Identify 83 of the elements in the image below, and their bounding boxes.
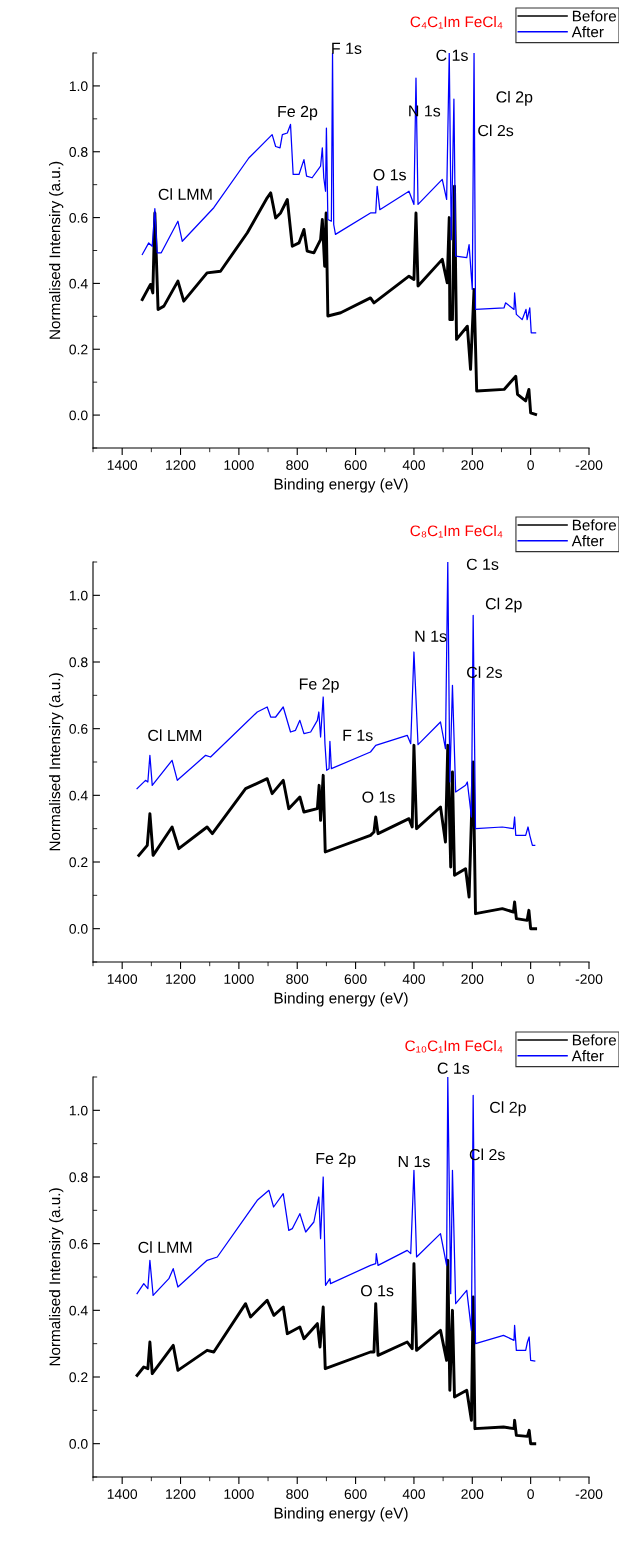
x-tick-label: 1200	[166, 1489, 196, 1500]
x-tick-label: 1400	[107, 1489, 138, 1500]
y-axis-title: Normalised Intensiry (a.u.)	[49, 673, 64, 851]
x-tick-label: 200	[461, 974, 484, 985]
x-tick-label: -200	[575, 974, 603, 985]
chart-title: C₁₀C₁Im FeCl₄	[405, 1040, 503, 1053]
y-tick-label: 0.6	[69, 212, 88, 223]
x-tick-label: 1000	[224, 460, 254, 471]
legend-label: After	[571, 26, 604, 38]
x-tick-label: 200	[461, 460, 484, 471]
x-tick-label: 1400	[107, 974, 138, 985]
y-tick-label: 0.2	[69, 1372, 88, 1383]
y-tick-label: 0.4	[69, 278, 88, 289]
annotation: Fe 2p	[316, 1152, 356, 1168]
annotation: O 1s	[361, 1285, 394, 1297]
line-series	[137, 743, 538, 931]
x-tick-label: 800	[286, 974, 309, 985]
annotation: Cl 2p	[485, 597, 522, 613]
y-tick-label: 1.0	[69, 81, 88, 92]
x-tick-label: 1000	[224, 1489, 254, 1500]
annotation: O 1s	[362, 791, 395, 803]
annotation: O 1s	[373, 169, 406, 181]
legend-label: Before	[572, 519, 617, 531]
x-tick-label: 600	[344, 1489, 367, 1500]
annotation: C 1s	[466, 558, 499, 570]
annotation: Cl LMM	[158, 188, 212, 200]
legend-label: After	[571, 535, 604, 547]
annotation: F 1s	[332, 42, 362, 55]
y-tick-label: 0.0	[69, 924, 88, 934]
y-tick-label: 0.6	[69, 724, 88, 734]
x-tick-label: -200	[575, 1489, 603, 1500]
x-tick-label: 0	[527, 1489, 534, 1500]
annotation: Cl LMM	[138, 1241, 192, 1254]
x-tick-label: 400	[402, 1489, 425, 1500]
line-series	[140, 184, 538, 416]
y-tick-label: 0.8	[69, 657, 88, 668]
x-tick-label: 600	[344, 460, 367, 471]
x-tick-label: -200	[575, 460, 603, 471]
y-axis-title: Normalised Intensiry (a.u.)	[49, 1188, 64, 1366]
annotation: Cl 2p	[496, 90, 533, 106]
y-tick-label: 0.6	[69, 1239, 88, 1249]
line-series	[136, 1077, 536, 1362]
x-axis-title: Binding energy (eV)	[274, 1507, 408, 1522]
x-tick-label: 1200	[166, 460, 196, 471]
y-tick-label: 0.2	[69, 344, 88, 355]
x-tick-label: 800	[286, 1489, 309, 1500]
y-axis-title: Normalised Intensiry (a.u.)	[49, 161, 64, 339]
annotation: Cl 2p	[490, 1101, 526, 1117]
annotation: N 1s	[398, 1156, 430, 1168]
x-tick-label: 800	[286, 460, 309, 471]
x-tick-label: 1200	[166, 974, 196, 985]
x-tick-label: 1400	[107, 460, 138, 471]
x-tick-label: 0	[527, 460, 534, 471]
y-tick-label: 0.0	[69, 1439, 88, 1449]
y-tick-label: 0.4	[69, 790, 88, 801]
annotation: Cl 2s	[478, 124, 514, 137]
annotation: C 1s	[436, 49, 468, 61]
annotation: Cl LMM	[148, 729, 202, 742]
annotation: Fe 2p	[299, 678, 339, 693]
x-tick-label: 200	[461, 1489, 484, 1500]
y-tick-label: 1.0	[69, 1105, 88, 1116]
chart-title: C₈C₁Im FeCl₄	[410, 525, 503, 538]
annotation: C 1s	[437, 1062, 470, 1074]
y-tick-label: 0.0	[69, 410, 88, 421]
y-tick-label: 0.4	[69, 1305, 88, 1316]
x-tick-label: 400	[402, 460, 425, 471]
x-tick-label: 1000	[224, 974, 254, 985]
annotation: Fe 2p	[278, 105, 318, 121]
annotation: F 1s	[343, 729, 373, 741]
legend-label: After	[571, 1050, 604, 1062]
legend-label: Before	[572, 10, 617, 22]
x-tick-label: 0	[527, 974, 534, 985]
y-tick-label: 0.2	[69, 857, 88, 868]
x-tick-label: 400	[402, 974, 425, 985]
line-series	[135, 1258, 537, 1446]
legend-label: Before	[572, 1034, 617, 1046]
x-tick-label: 600	[344, 974, 367, 985]
x-axis-title: Binding energy (eV)	[274, 478, 408, 493]
y-tick-label: 1.0	[69, 590, 88, 601]
y-tick-label: 0.8	[69, 1172, 88, 1183]
y-tick-label: 0.8	[69, 147, 88, 157]
x-axis-title: Binding energy (eV)	[274, 992, 408, 1007]
chart-title: C₄C₁Im FeCl₄	[410, 16, 503, 29]
